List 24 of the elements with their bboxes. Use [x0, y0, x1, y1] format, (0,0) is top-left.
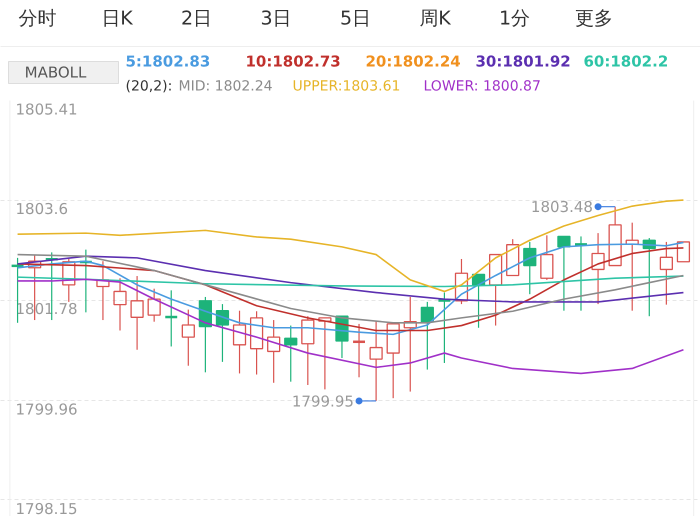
text: 日K [101, 8, 134, 30]
text: MABOLL [24, 64, 88, 82]
annotation: 1803.48 [530, 198, 593, 216]
text: 5:1802.83 [126, 52, 210, 70]
text: 分时 [18, 8, 56, 30]
text: (20,2): [126, 78, 172, 94]
text: 30:1801.92 [476, 52, 571, 70]
text: 10:1802.73 [246, 52, 341, 70]
y-tick-label: 1799.96 [16, 400, 78, 418]
y-tick-label: 1805.41 [16, 100, 78, 118]
text: LOWER: 1800.87 [424, 78, 541, 94]
annotation: 1799.95 [292, 392, 354, 410]
text: UPPER:1803.61 [292, 78, 400, 94]
text: MID: 1802.24 [178, 78, 273, 94]
y-tick-label: 1798.15 [16, 500, 78, 516]
text: 3日 [260, 8, 292, 30]
text: 更多 [575, 8, 613, 30]
text: 5日 [340, 8, 372, 30]
text: 1分 [498, 8, 530, 30]
text: 周K [419, 8, 452, 30]
text: 20:1802.24 [366, 52, 461, 70]
text: 2日 [180, 8, 212, 30]
y-tick-label: 1803.6 [16, 200, 68, 218]
text: 60:1802.2 [584, 52, 668, 70]
